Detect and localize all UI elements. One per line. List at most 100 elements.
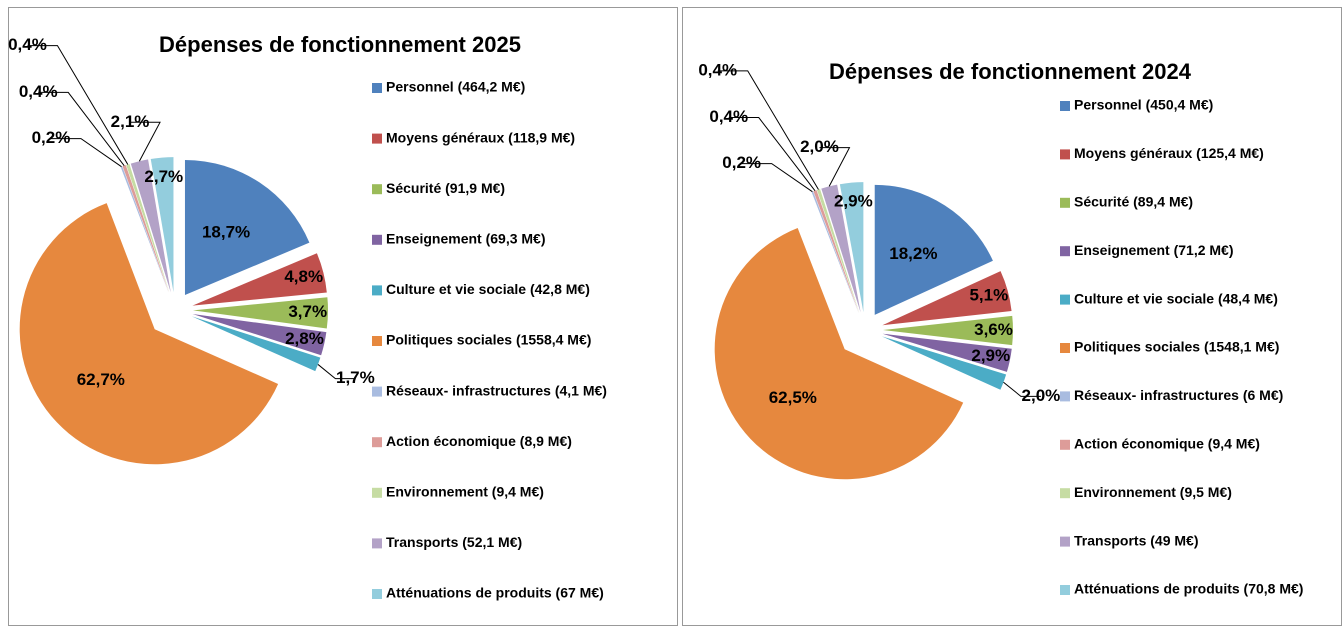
- data-label: 0,4%: [709, 107, 748, 126]
- legend-swatch: [372, 386, 382, 397]
- legend-label: Sécurité (91,9 M€): [386, 180, 505, 196]
- data-label: 3,6%: [974, 320, 1013, 339]
- data-label: 0,4%: [698, 60, 737, 79]
- leader-line: [741, 163, 813, 193]
- legend-swatch: [1060, 294, 1070, 305]
- data-label: 5,1%: [969, 285, 1008, 304]
- pie-slice: [150, 157, 174, 293]
- pie-slice: [192, 313, 327, 356]
- pie-slice: [821, 184, 861, 313]
- data-label: 2,1%: [111, 112, 150, 131]
- legend-swatch: [372, 83, 382, 93]
- pie-slice: [881, 336, 1007, 390]
- legend-swatch: [372, 336, 382, 346]
- legend-swatch: [1060, 585, 1070, 595]
- pie-slice: [874, 184, 993, 315]
- chart-title: Dépenses de fonctionnement 2025: [159, 32, 521, 57]
- data-label: 2,0%: [800, 137, 839, 156]
- pie-slice: [811, 191, 859, 314]
- data-label: 62,5%: [769, 388, 817, 407]
- legend-label: Moyens généraux (118,9 M€): [386, 129, 575, 145]
- data-label: 2,9%: [971, 346, 1010, 365]
- pie-slice: [120, 166, 169, 294]
- legend-label: Politiques sociales (1558,4 M€): [386, 332, 591, 348]
- pie-slice: [882, 315, 1013, 346]
- pie-slice: [816, 189, 860, 313]
- leader-line: [27, 45, 129, 165]
- pie-slice: [882, 333, 1012, 372]
- legend-swatch: [1060, 488, 1070, 499]
- chart-title: Dépenses de fonctionnement 2024: [829, 59, 1192, 84]
- leader-line: [50, 138, 122, 168]
- data-label: 0,2%: [32, 128, 71, 147]
- legend-label: Culture et vie sociale (42,8 M€): [386, 281, 590, 297]
- legend-swatch: [372, 437, 382, 448]
- pie-slice: [839, 182, 864, 313]
- leader-line: [317, 364, 356, 380]
- leader-line: [130, 121, 161, 162]
- leader-line: [819, 147, 851, 187]
- legend-label: Transports (49 M€): [1074, 532, 1198, 548]
- pie-slice: [191, 316, 321, 372]
- pie-slice: [184, 160, 310, 296]
- legend-swatch: [372, 589, 382, 599]
- data-label: 4,8%: [284, 267, 323, 286]
- pie-slice: [126, 163, 170, 293]
- data-label: 0,2%: [722, 153, 761, 172]
- legend-label: Environnement (9,4 M€): [386, 484, 544, 500]
- data-label: 18,2%: [889, 244, 937, 263]
- legend-label: Culture et vie sociale (48,4 M€): [1074, 290, 1278, 306]
- legend-swatch: [372, 538, 382, 549]
- data-label: 18,7%: [202, 223, 250, 242]
- pie-slice: [813, 190, 859, 314]
- data-label: 1,7%: [336, 368, 375, 387]
- legend-swatch: [372, 487, 382, 498]
- legend-label: Enseignement (71,2 M€): [1074, 242, 1234, 258]
- pie-slice: [192, 253, 327, 306]
- legend-swatch: [372, 285, 382, 296]
- leader-line: [717, 70, 819, 190]
- legend-swatch: [372, 133, 382, 144]
- legend-label: Sécurité (89,4 M€): [1074, 194, 1193, 210]
- legend-label: Action économique (8,9 M€): [386, 433, 572, 449]
- pie-slice: [130, 159, 171, 293]
- legend-label: Environnement (9,5 M€): [1074, 484, 1232, 500]
- legend-label: Atténuations de produits (70,8 M€): [1074, 581, 1303, 597]
- legend-label: Politiques sociales (1548,1 M€): [1074, 339, 1279, 355]
- legend-swatch: [1060, 149, 1070, 160]
- data-label: 2,7%: [144, 167, 183, 186]
- legend-label: Personnel (450,4 M€): [1074, 97, 1213, 113]
- data-label: 2,8%: [285, 329, 324, 348]
- legend-label: Moyens généraux (125,4 M€): [1074, 145, 1264, 161]
- legend-swatch: [1060, 101, 1070, 111]
- data-label: 0,4%: [8, 35, 47, 54]
- legend-label: Atténuations de produits (67 M€): [386, 585, 604, 601]
- legend-label: Enseignement (69,3 M€): [386, 231, 546, 247]
- legend-swatch: [372, 184, 382, 195]
- legend-swatch: [1060, 391, 1070, 402]
- legend-label: Réseaux- infrastructures (4,1 M€): [386, 382, 607, 398]
- legend-label: Action économique (9,4 M€): [1074, 436, 1260, 452]
- data-label: 0,4%: [19, 82, 58, 101]
- data-label: 62,7%: [77, 370, 125, 389]
- legend-swatch: [1060, 536, 1070, 547]
- legend-swatch: [372, 234, 382, 245]
- leader-line: [1003, 381, 1041, 397]
- legend-label: Réseaux- infrastructures (6 M€): [1074, 387, 1283, 403]
- legend-label: Personnel (464,2 M€): [386, 79, 525, 95]
- data-label: 2,9%: [834, 192, 873, 211]
- legend-swatch: [1060, 246, 1070, 257]
- pie-slice: [19, 203, 279, 465]
- legend-swatch: [1060, 343, 1070, 353]
- pie-slice: [192, 297, 328, 329]
- pie-slice: [122, 165, 170, 294]
- leader-line: [38, 91, 125, 166]
- pie-slice: [714, 228, 964, 480]
- leader-line: [728, 117, 816, 192]
- pie-slice: [882, 271, 1012, 326]
- legend-label: Transports (52,1 M€): [386, 534, 522, 550]
- data-label: 3,7%: [288, 302, 327, 321]
- data-label: 2,0%: [1022, 386, 1061, 405]
- legend-swatch: [1060, 439, 1070, 450]
